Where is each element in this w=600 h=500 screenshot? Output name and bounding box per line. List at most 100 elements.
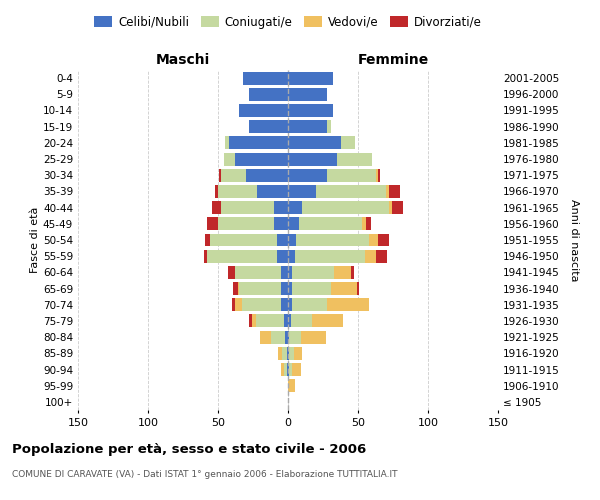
Bar [249, 88, 288, 101]
Bar [249, 120, 288, 133]
Bar [229, 136, 288, 149]
Bar [316, 185, 386, 198]
Bar [299, 218, 362, 230]
Bar [239, 282, 281, 295]
Bar [288, 201, 302, 214]
Bar [215, 185, 218, 198]
Bar [292, 266, 334, 279]
Bar [288, 282, 292, 295]
Bar [242, 298, 281, 311]
Bar [235, 298, 242, 311]
Bar [386, 185, 389, 198]
Text: Maschi: Maschi [156, 53, 210, 67]
Bar [218, 185, 257, 198]
Bar [334, 266, 351, 279]
Bar [377, 234, 389, 246]
Bar [274, 218, 288, 230]
Bar [327, 120, 331, 133]
Bar [281, 363, 284, 376]
Bar [281, 282, 288, 295]
Bar [362, 218, 367, 230]
Bar [221, 201, 274, 214]
Bar [295, 250, 365, 262]
Bar [312, 314, 343, 328]
Bar [288, 88, 327, 101]
Bar [367, 218, 371, 230]
Bar [288, 250, 295, 262]
Bar [235, 266, 281, 279]
Bar [207, 250, 277, 262]
Legend: Celibi/Nubili, Coniugati/e, Vedovi/e, Divorziati/e: Celibi/Nubili, Coniugati/e, Vedovi/e, Di… [89, 11, 487, 34]
Bar [221, 169, 246, 181]
Bar [288, 298, 292, 311]
Bar [232, 298, 235, 311]
Bar [288, 120, 327, 133]
Bar [233, 282, 238, 295]
Bar [283, 347, 287, 360]
Bar [369, 234, 377, 246]
Bar [389, 185, 400, 198]
Bar [284, 314, 288, 328]
Bar [285, 330, 288, 344]
Bar [377, 169, 380, 181]
Bar [284, 363, 287, 376]
Bar [218, 218, 274, 230]
Bar [376, 169, 377, 181]
Bar [281, 266, 288, 279]
Bar [288, 218, 299, 230]
Bar [289, 363, 292, 376]
Bar [293, 347, 302, 360]
Bar [207, 218, 218, 230]
Bar [228, 266, 235, 279]
Bar [271, 330, 285, 344]
Bar [288, 234, 296, 246]
Bar [288, 72, 333, 85]
Bar [302, 201, 389, 214]
Bar [327, 169, 376, 181]
Text: Femmine: Femmine [358, 53, 428, 67]
Bar [288, 347, 289, 360]
Bar [287, 363, 288, 376]
Bar [292, 282, 331, 295]
Bar [327, 298, 369, 311]
Bar [257, 185, 288, 198]
Bar [238, 282, 239, 295]
Bar [376, 250, 388, 262]
Bar [288, 185, 316, 198]
Bar [246, 169, 288, 181]
Bar [288, 104, 333, 117]
Bar [205, 234, 209, 246]
Bar [224, 152, 235, 166]
Bar [337, 152, 372, 166]
Bar [235, 152, 288, 166]
Bar [239, 104, 288, 117]
Bar [289, 347, 293, 360]
Bar [220, 169, 221, 181]
Bar [274, 201, 288, 214]
Bar [288, 152, 337, 166]
Bar [204, 250, 207, 262]
Bar [212, 201, 221, 214]
Bar [356, 282, 359, 295]
Text: Popolazione per età, sesso e stato civile - 2006: Popolazione per età, sesso e stato civil… [12, 442, 366, 456]
Y-axis label: Fasce di età: Fasce di età [30, 207, 40, 273]
Bar [392, 201, 403, 214]
Bar [292, 363, 301, 376]
Bar [287, 347, 288, 360]
Bar [249, 314, 251, 328]
Bar [301, 330, 326, 344]
Bar [288, 136, 341, 149]
Bar [389, 201, 392, 214]
Bar [281, 298, 288, 311]
Y-axis label: Anni di nascita: Anni di nascita [569, 198, 579, 281]
Bar [296, 234, 369, 246]
Bar [288, 363, 289, 376]
Bar [277, 234, 288, 246]
Bar [251, 314, 256, 328]
Bar [288, 169, 327, 181]
Bar [291, 314, 312, 328]
Bar [341, 136, 355, 149]
Bar [256, 314, 284, 328]
Bar [331, 282, 356, 295]
Text: COMUNE DI CARAVATE (VA) - Dati ISTAT 1° gennaio 2006 - Elaborazione TUTTITALIA.I: COMUNE DI CARAVATE (VA) - Dati ISTAT 1° … [12, 470, 398, 479]
